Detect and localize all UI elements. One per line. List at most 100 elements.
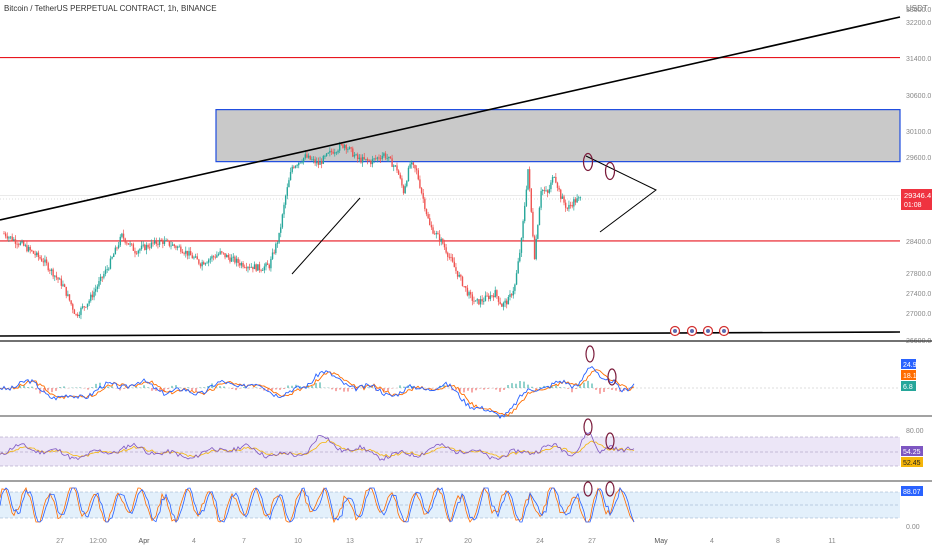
time-axis-tick: Apr <box>139 538 151 545</box>
candle-body <box>232 256 234 258</box>
candle-body <box>486 295 488 297</box>
candle-body <box>309 155 311 160</box>
candle-body <box>368 160 370 162</box>
candle-body <box>316 161 318 164</box>
candle-body <box>3 233 5 235</box>
candle-body <box>530 188 532 212</box>
annotation-ellipse <box>604 161 616 181</box>
candle-body <box>245 267 248 269</box>
candle-body <box>437 233 439 235</box>
candle-body <box>401 178 403 186</box>
annotation-ellipse <box>585 345 595 363</box>
time-axis-tick: 20 <box>464 538 472 545</box>
candle-body <box>252 266 254 270</box>
candle-body <box>383 153 385 156</box>
candle-body <box>262 270 264 271</box>
candle-body <box>199 263 202 267</box>
candle-body <box>70 300 72 305</box>
candle-body <box>371 159 374 165</box>
candle-body <box>574 199 577 203</box>
candle-body <box>227 255 230 258</box>
support-trendline <box>0 331 901 337</box>
price-axis-tick: 30600.0 <box>906 93 931 100</box>
candle-body <box>24 245 26 247</box>
event-flag-icon-core <box>722 329 726 333</box>
candle-body <box>286 187 288 196</box>
candle-body <box>476 299 478 301</box>
time-axis-tick: 10 <box>294 538 302 545</box>
candle-body <box>145 244 148 250</box>
macd-value-label: 6.8 <box>903 384 913 391</box>
price-badge <box>901 189 932 210</box>
candle-body <box>348 147 351 150</box>
candle-body <box>137 250 139 254</box>
candle-body <box>201 262 203 267</box>
chart-header: Bitcoin / TetherUS PERPETUAL CONTRACT, 1… <box>4 4 217 13</box>
candle-body <box>124 238 126 243</box>
candle-body <box>240 262 243 266</box>
stoch-value-label: 88.07 <box>903 489 921 496</box>
candle-body <box>376 157 379 159</box>
candle-body <box>122 233 125 239</box>
candle-body <box>365 158 367 160</box>
price-axis-tick: 32200.0 <box>906 20 931 27</box>
candle-body <box>191 255 194 259</box>
candle-body <box>103 273 105 278</box>
candle-body <box>257 264 259 271</box>
candle-body <box>381 155 383 159</box>
stoch-k-line <box>0 486 635 523</box>
candle-body <box>573 199 575 207</box>
candle-body <box>211 256 213 259</box>
candle-body <box>73 309 76 315</box>
candle-body <box>142 244 144 246</box>
candle-body <box>134 250 136 254</box>
supply-zone <box>215 109 901 163</box>
candle-body <box>180 246 182 252</box>
stoch-value-badge <box>901 486 923 496</box>
candle-body <box>438 234 441 242</box>
candle-body <box>214 256 216 258</box>
candle-body <box>404 186 406 194</box>
candle-body <box>260 270 262 271</box>
candle-body <box>491 295 493 297</box>
candle-body <box>204 263 207 265</box>
candle-body <box>579 197 582 199</box>
candle-body <box>109 258 112 269</box>
candle-body <box>424 198 426 210</box>
candle-body <box>343 145 346 148</box>
candle-body <box>6 236 8 239</box>
candle-body <box>510 294 513 296</box>
candle-body <box>527 169 529 190</box>
candle-body <box>239 262 241 266</box>
candle-body <box>520 238 523 253</box>
candle-body <box>433 233 436 235</box>
header-separator: , <box>176 4 181 13</box>
rsi-ma-line <box>0 439 635 458</box>
time-axis-tick: 4 <box>710 538 714 545</box>
candle-body <box>417 170 419 180</box>
candle-body <box>481 299 483 302</box>
candle-body <box>209 258 212 260</box>
candle-body <box>152 242 154 244</box>
candle-body <box>312 159 315 161</box>
candle-body <box>407 167 410 182</box>
candle-body <box>515 273 518 285</box>
candle-body <box>268 264 270 269</box>
candle-body <box>338 144 341 151</box>
candle-body <box>492 295 495 298</box>
price-axis-tick: 28400.0 <box>906 239 931 246</box>
candle-body <box>57 277 59 280</box>
candle-body <box>68 294 71 301</box>
candle-body <box>324 155 326 157</box>
candle-body <box>244 266 246 268</box>
candle-body <box>98 281 100 287</box>
candle-body <box>83 306 85 308</box>
candle-body <box>396 165 398 171</box>
candle-body <box>548 189 550 193</box>
candle-body <box>193 257 195 259</box>
candle-body <box>81 306 84 308</box>
candle-body <box>36 252 38 256</box>
candle-body <box>571 205 573 207</box>
interval-label: 1h <box>167 4 177 13</box>
